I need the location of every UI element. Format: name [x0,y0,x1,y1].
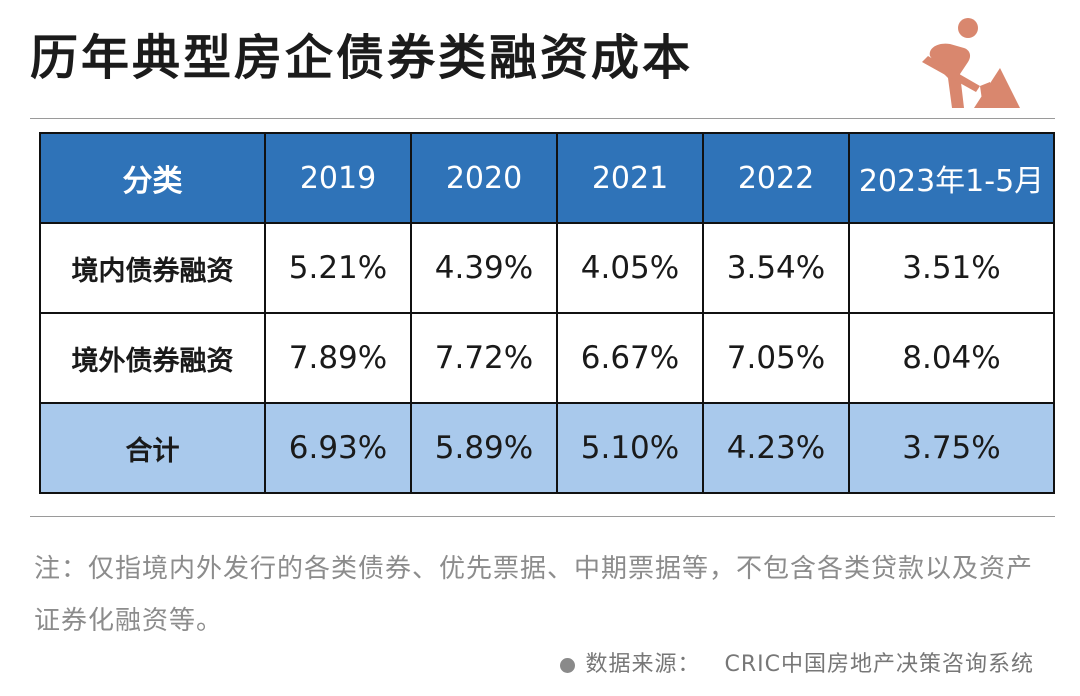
data-source: 数据来源： CRIC中国房地产决策咨询系统 [560,648,1034,682]
row-label: 境外债券融资 [39,312,266,404]
table-cell: 5.89% [410,402,558,494]
table-cell: 6.93% [264,402,412,494]
footnote: 注：仅指境内外发行的各类债券、优先票据、中期票据等，不包含各类贷款以及资产证券化… [34,554,1034,636]
source-name: CRIC中国房地产决策咨询系统 [724,652,1034,677]
table-cell: 3.51% [848,222,1055,314]
table-cell: 5.10% [556,402,704,494]
row-label: 境内债券融资 [39,222,266,314]
top-divider [30,118,1055,119]
column-header-2022: 2022 [702,132,850,224]
table-cell: 4.39% [410,222,558,314]
column-header-2023-jan-may: 2023年1-5月 [848,132,1055,224]
table-cell: 7.72% [410,312,558,404]
column-header-2020: 2020 [410,132,558,224]
table-cell: 5.21% [264,222,412,314]
table-cell: 3.75% [848,402,1055,494]
construction-worker-icon [922,18,1020,109]
table-row-domestic-bond: 境内债券融资 5.21% 4.39% 4.05% 3.54% 3.51% [39,222,1055,314]
table-row-total: 合计 6.93% 5.89% 5.10% 4.23% 3.75% [39,402,1055,494]
table-cell: 7.89% [264,312,412,404]
table-header-row: 分类 2019 2020 2021 2022 2023年1-5月 [39,132,1055,224]
financing-cost-table: 分类 2019 2020 2021 2022 2023年1-5月 境内债券融资 … [39,132,1055,494]
table-cell: 6.67% [556,312,704,404]
column-header-2021: 2021 [556,132,704,224]
bullet-dot-icon [560,657,576,673]
table-cell: 7.05% [702,312,850,404]
table-cell: 4.23% [702,402,850,494]
page-title: 历年典型房企债券类融资成本 [30,30,694,86]
table-cell: 3.54% [702,222,850,314]
column-header-category: 分类 [39,132,266,224]
column-header-2019: 2019 [264,132,412,224]
table-row-overseas-bond: 境外债券融资 7.89% 7.72% 6.67% 7.05% 8.04% [39,312,1055,404]
bottom-divider [30,516,1055,517]
row-label: 合计 [39,402,266,494]
table-cell: 8.04% [848,312,1055,404]
source-label: 数据来源： [585,652,701,677]
table-cell: 4.05% [556,222,704,314]
